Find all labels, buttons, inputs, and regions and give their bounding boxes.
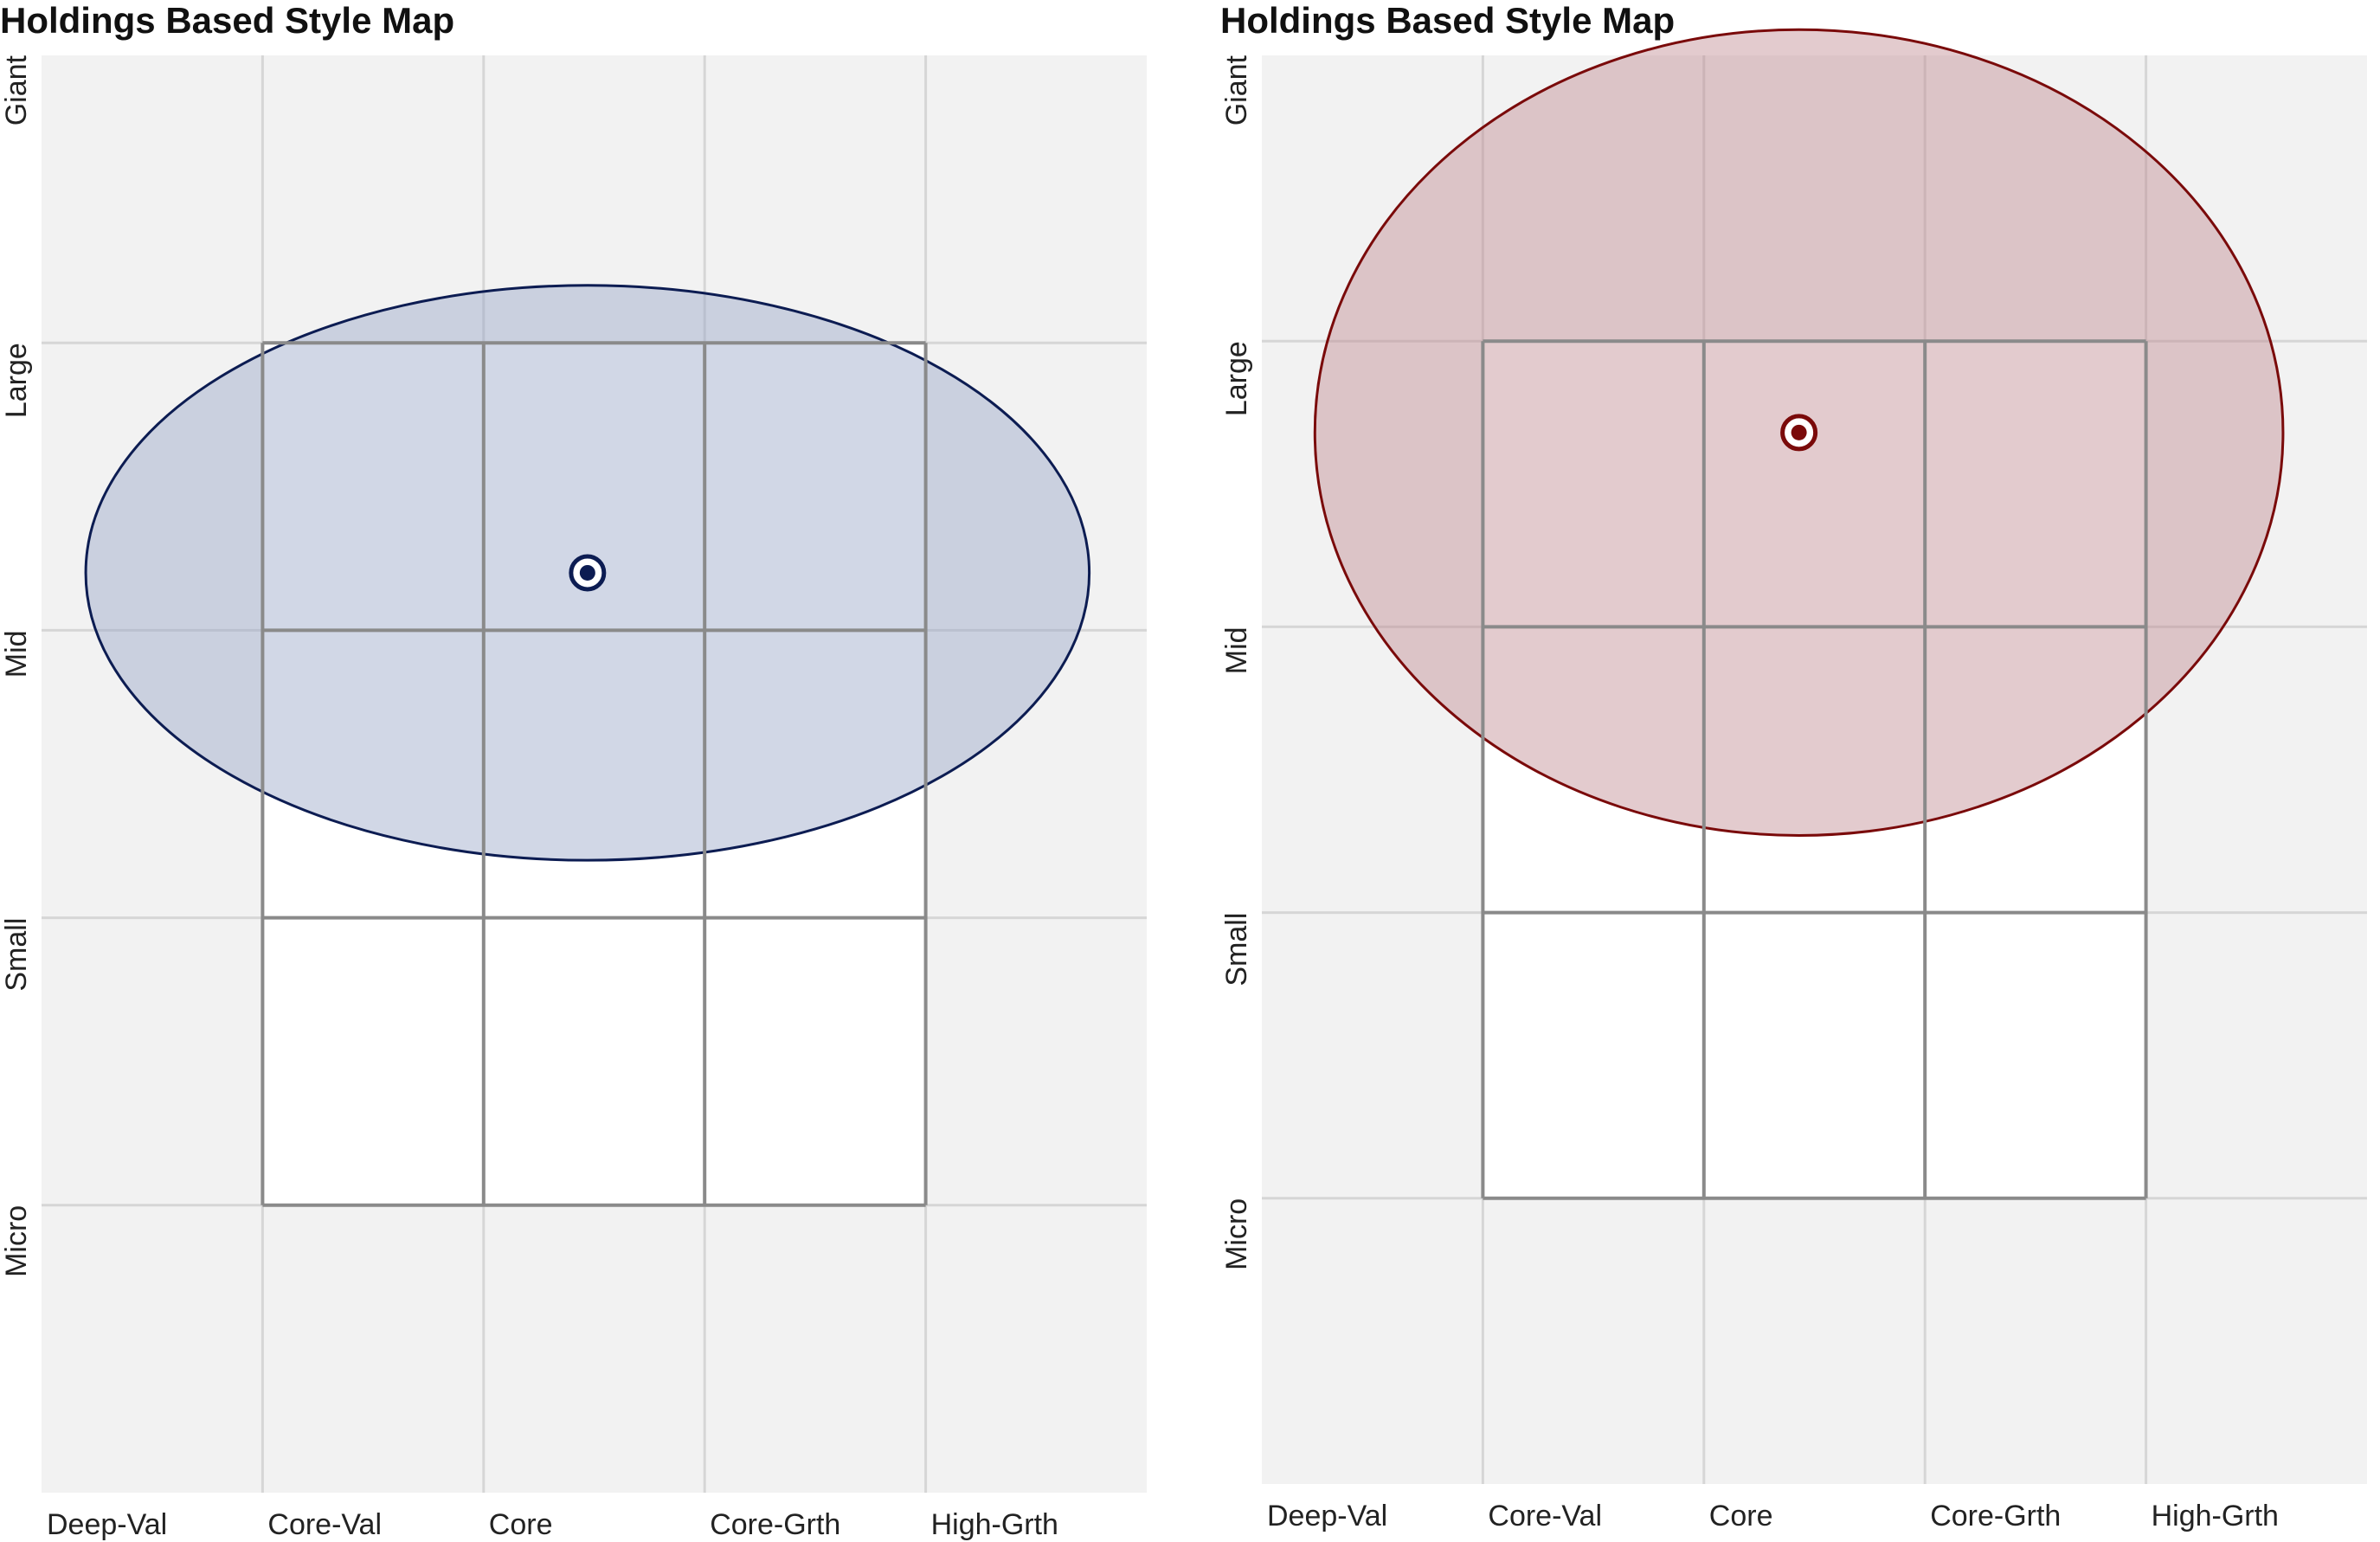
y-tick-label: Giant [0, 55, 33, 125]
y-tick-label: Large [0, 343, 33, 418]
style-box [1483, 341, 2146, 1198]
centroid-marker-dot [579, 564, 595, 581]
x-tick-label: High-Grth [2152, 1500, 2279, 1532]
y-tick-label: Small [0, 918, 33, 992]
y-tick-label: Micro [0, 1205, 33, 1277]
y-tick-label: Giant [1220, 55, 1253, 125]
x-tick-label: Core-Grth [1930, 1500, 2061, 1532]
y-tick-label: Micro [1220, 1198, 1253, 1270]
x-tick-label: Core-Val [1488, 1500, 1602, 1532]
x-tick-label: High-Grth [931, 1508, 1058, 1541]
chart-title: Holdings Based Style Map [0, 0, 455, 41]
x-tick-label: Core-Val [267, 1508, 382, 1541]
y-tick-label: Mid [0, 630, 33, 678]
style-map-panel-left: Holdings Based Style Map Deep-Val Core-Va… [0, 0, 1160, 1542]
style-map-chart: Deep-Val Core-Val Core Core-Grth High-Grth Mi… [1220, 28, 2367, 1532]
centroid-marker-dot [1791, 424, 1807, 440]
chart-title: Holdings Based Style Map [1220, 0, 1676, 41]
y-tick-label: Mid [1220, 626, 1253, 674]
style-map-panel-right: Holdings Based Style Map Deep-Val Core-Va… [1220, 0, 2380, 1542]
x-tick-label: Core-Grth [710, 1508, 840, 1541]
y-tick-label: Small [1220, 913, 1253, 986]
x-tick-label: Core [1709, 1500, 1773, 1532]
x-tick-label: Core [489, 1508, 553, 1541]
x-tick-label: Deep-Val [1267, 1500, 1387, 1532]
style-map-chart: Deep-Val Core-Val Core Core-Grth High-Grth Mi… [0, 55, 1147, 1541]
y-tick-label: Large [1220, 341, 1253, 416]
style-box [262, 343, 926, 1205]
x-tick-label: Deep-Val [47, 1508, 167, 1541]
